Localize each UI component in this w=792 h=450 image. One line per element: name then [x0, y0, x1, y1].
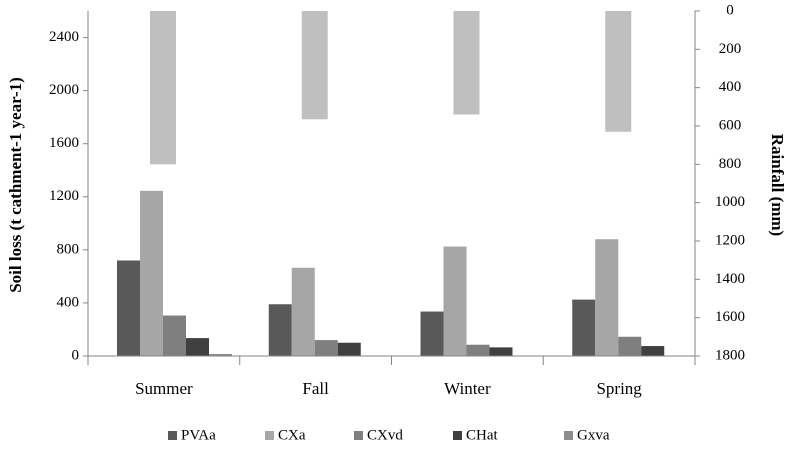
legend: PVAa CXa CXvd CHat Gxva	[168, 427, 610, 443]
bar-pvaa-winter	[420, 311, 444, 356]
y2-tick-label: 0	[726, 2, 734, 18]
bar-cxa-summer	[140, 190, 163, 356]
y2-tick-label: 800	[719, 156, 742, 172]
x-category-label: Summer	[135, 379, 193, 398]
y-tick-label: 2000	[49, 82, 79, 98]
rainfall-bar-spring	[605, 11, 632, 132]
rainfall-bar-fall	[301, 11, 328, 120]
bar-chat-summer	[186, 338, 209, 356]
bar-cxvd-winter	[466, 344, 490, 356]
bar-gxva-summer	[209, 354, 232, 356]
bar-chat-spring	[641, 346, 665, 356]
legend-swatch-gxva	[564, 431, 573, 440]
bar-chat-fall	[337, 342, 361, 356]
y2-tick-label: 600	[719, 117, 742, 133]
legend-label-cxa: CXa	[278, 427, 306, 443]
bar-cxvd-spring	[618, 336, 642, 356]
legend-label-cxvd: CXvd	[367, 427, 403, 443]
y2-axis-title: Rainfall (mm)	[768, 134, 787, 236]
x-category-label: Spring	[596, 379, 642, 398]
y2-tick-label: 1000	[715, 194, 745, 210]
y-tick-label: 1600	[49, 135, 79, 151]
y-tick-label: 400	[57, 294, 80, 310]
y2-tick-label: 1400	[715, 271, 745, 287]
rainfall-bar-winter	[453, 11, 480, 115]
rainfall-bar-summer	[150, 11, 176, 165]
bar-cxvd-summer	[163, 315, 186, 356]
y-axis-title: Soil loss (t cathment-1 year-1)	[6, 77, 25, 293]
y2-tick-label: 1800	[715, 347, 745, 363]
axes: 0 400 800 1200 1600 2000 2400 0 200 400 600 800 1000…	[49, 2, 745, 397]
bar-cxa-spring	[595, 239, 619, 356]
bar-pvaa-fall	[268, 304, 292, 356]
bar-pvaa-summer	[117, 260, 140, 356]
legend-swatch-cxa	[265, 431, 274, 440]
legend-label-gxva: Gxva	[577, 427, 610, 443]
bar-pvaa-spring	[572, 299, 596, 356]
x-category-label: Winter	[444, 379, 491, 398]
legend-swatch-chat	[453, 431, 462, 440]
y2-tick-label: 1200	[715, 232, 745, 248]
x-category-label: Fall	[302, 379, 329, 398]
legend-label-chat: CHat	[466, 427, 498, 443]
y2-tick-label: 200	[719, 41, 742, 57]
bar-chat-winter	[489, 347, 513, 356]
legend-label-pvaa: PVAa	[181, 427, 216, 443]
y-tick-label: 0	[72, 347, 80, 363]
bar-cxa-winter	[443, 246, 467, 356]
y-tick-label: 800	[57, 241, 80, 257]
plot-area	[117, 11, 665, 356]
bar-cxa-fall	[291, 267, 315, 356]
legend-swatch-pvaa	[168, 431, 177, 440]
bar-cxvd-fall	[314, 340, 338, 356]
y-tick-label: 2400	[49, 29, 79, 45]
legend-swatch-cxvd	[354, 431, 363, 440]
y2-tick-label: 1600	[715, 309, 745, 325]
y-tick-label: 1200	[49, 188, 79, 204]
y2-tick-label: 400	[719, 79, 742, 95]
